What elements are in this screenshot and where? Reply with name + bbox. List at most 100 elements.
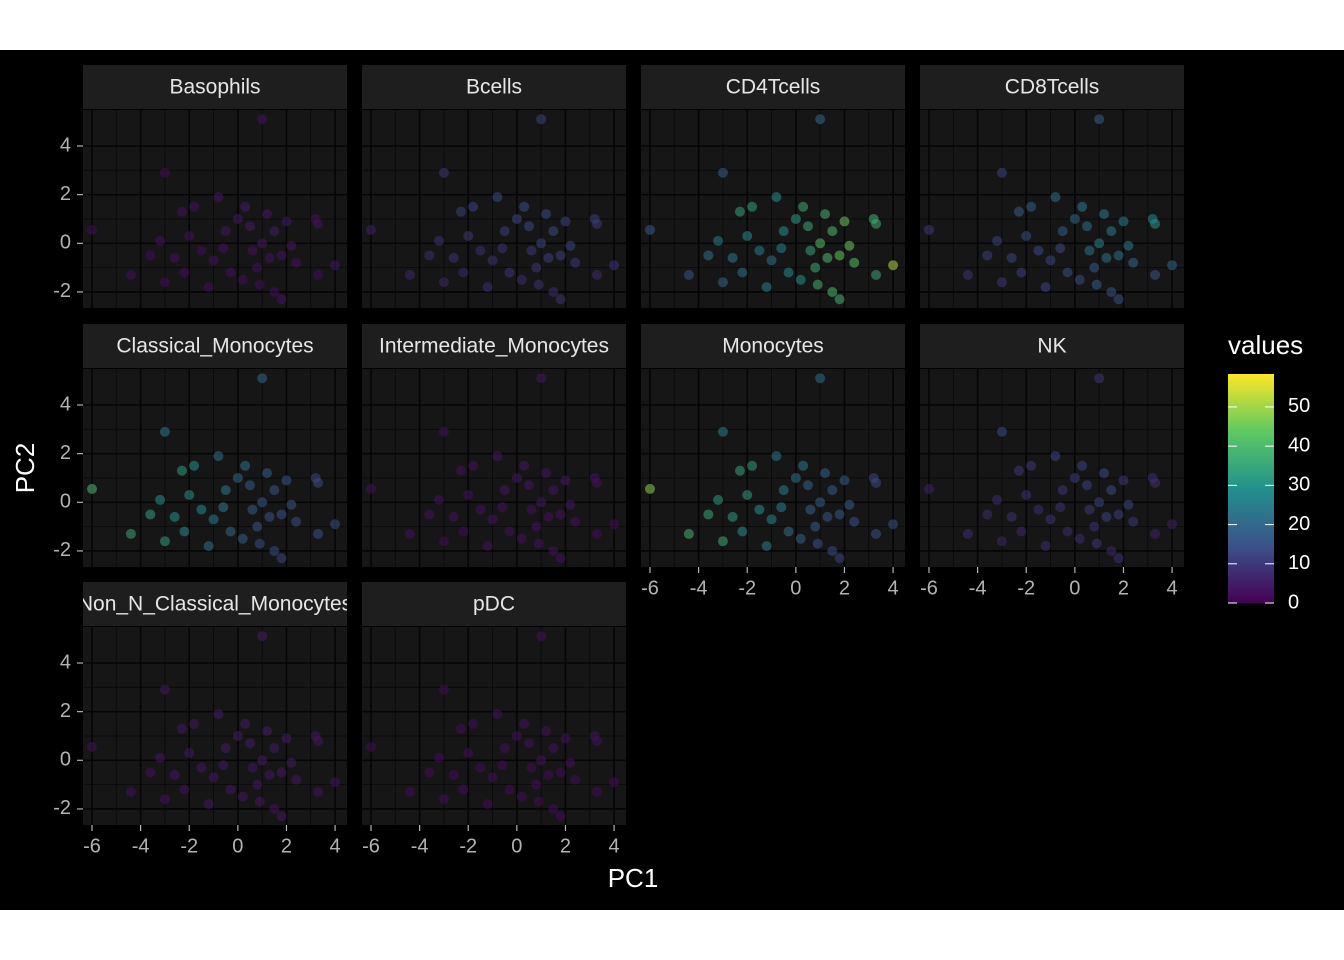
point: [232, 213, 243, 224]
point: [1094, 238, 1105, 249]
point: [1062, 267, 1073, 278]
colorbar-label: 20: [1288, 513, 1310, 535]
point: [771, 192, 782, 203]
point: [220, 226, 231, 237]
point: [810, 521, 821, 532]
strip: [641, 65, 905, 109]
point: [203, 799, 214, 810]
point: [179, 784, 190, 795]
point: [159, 167, 170, 178]
point: [499, 226, 510, 237]
point: [475, 245, 486, 256]
x-tick-label: -4: [132, 835, 150, 857]
point: [184, 748, 195, 758]
colorbar: [1228, 374, 1274, 603]
point: [754, 504, 765, 515]
point: [225, 526, 236, 537]
facet-title: pDC: [473, 593, 515, 616]
point: [404, 786, 415, 797]
point: [815, 238, 826, 249]
point: [365, 741, 376, 752]
point: [1006, 511, 1017, 522]
point: [247, 762, 258, 773]
strip: [641, 324, 905, 368]
y-tick-label: -2: [53, 797, 71, 819]
point: [269, 485, 280, 496]
point: [766, 514, 777, 525]
point: [1082, 480, 1093, 491]
point: [717, 277, 728, 288]
point: [1045, 255, 1056, 266]
point: [790, 213, 801, 224]
point: [548, 803, 559, 814]
point: [815, 497, 826, 508]
point: [1091, 538, 1102, 549]
point: [475, 762, 486, 773]
point: [871, 477, 882, 488]
point: [86, 483, 97, 494]
point: [747, 201, 758, 212]
point: [536, 497, 547, 508]
point: [1026, 201, 1037, 212]
point: [795, 274, 806, 285]
point: [548, 226, 559, 237]
point: [820, 468, 831, 479]
point: [516, 791, 527, 802]
point: [247, 245, 258, 256]
point: [1113, 553, 1124, 564]
point: [778, 485, 789, 496]
point: [996, 277, 1007, 288]
point: [208, 772, 219, 783]
point: [438, 794, 449, 805]
point: [155, 235, 166, 246]
point: [497, 760, 508, 771]
point: [1013, 206, 1024, 217]
point: [169, 252, 180, 263]
point: [531, 779, 542, 790]
point: [257, 114, 268, 125]
point: [962, 528, 973, 539]
point: [1055, 243, 1066, 254]
point: [543, 252, 554, 263]
point: [888, 519, 899, 530]
point: [264, 511, 275, 522]
point: [1101, 511, 1112, 522]
x-tick-label: -6: [362, 835, 380, 857]
point: [536, 114, 547, 125]
point: [844, 240, 855, 251]
point: [839, 216, 850, 227]
point: [245, 738, 256, 749]
panel: [641, 369, 905, 567]
point: [330, 519, 341, 530]
facet-title: NK: [1037, 335, 1066, 358]
x-tick-label: 4: [1167, 577, 1178, 599]
point: [798, 460, 809, 471]
point: [822, 511, 833, 522]
point: [365, 483, 376, 494]
point: [276, 811, 287, 822]
point: [468, 201, 479, 212]
point: [871, 269, 882, 280]
point: [220, 743, 231, 754]
point: [982, 250, 993, 261]
point: [468, 460, 479, 471]
point: [849, 257, 860, 268]
point: [543, 769, 554, 780]
point: [1062, 526, 1073, 537]
point: [475, 504, 486, 515]
point: [1091, 279, 1102, 290]
point: [815, 373, 826, 384]
point: [531, 262, 542, 273]
point: [592, 735, 603, 746]
point: [257, 631, 268, 642]
point: [145, 509, 156, 520]
point: [565, 240, 576, 251]
panel: [362, 110, 626, 308]
point: [519, 460, 530, 471]
facet-title: Basophils: [169, 76, 260, 99]
point: [1045, 514, 1056, 525]
point: [196, 504, 207, 515]
y-tick-label: -2: [53, 280, 71, 302]
point: [815, 114, 826, 125]
